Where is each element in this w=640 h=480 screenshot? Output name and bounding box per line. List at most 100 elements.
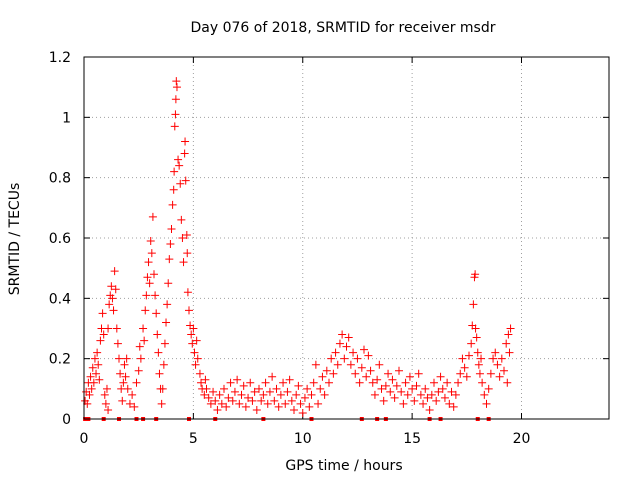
data-point (287, 396, 296, 405)
data-point (101, 399, 110, 408)
data-point (386, 387, 395, 396)
data-point (86, 372, 95, 381)
data-point (220, 384, 228, 393)
x-tick-label: 10 (294, 431, 312, 447)
data-point (329, 369, 338, 378)
data-point (497, 354, 506, 363)
data-point (377, 384, 386, 393)
data-point (443, 378, 452, 387)
data-point (412, 381, 421, 390)
data-point (357, 363, 366, 372)
data-point (384, 369, 393, 378)
data-point (181, 176, 190, 185)
data-point (349, 348, 358, 357)
data-point (338, 330, 347, 339)
data-point (298, 408, 307, 417)
data-point (104, 405, 113, 414)
data-point (150, 270, 158, 279)
data-point (462, 372, 471, 381)
data-point (98, 309, 107, 318)
data-point (118, 396, 127, 405)
data-point (134, 366, 143, 375)
data-point (491, 348, 500, 357)
y-tick-label: 0.6 (49, 231, 71, 247)
data-point (100, 390, 109, 399)
data-point (188, 339, 197, 348)
data-point (333, 360, 342, 369)
data-point (217, 399, 226, 408)
data-point (162, 318, 171, 327)
data-point (172, 83, 181, 92)
data-point (270, 396, 279, 405)
data-point (113, 339, 122, 348)
data-point (141, 306, 150, 315)
data-point (93, 348, 102, 357)
data-point (222, 402, 231, 411)
data-point (172, 77, 181, 86)
data-point (505, 348, 514, 357)
data-point (187, 330, 196, 339)
data-point (235, 399, 244, 408)
data-point (201, 375, 210, 384)
data-point (263, 399, 272, 408)
data-point (83, 399, 92, 408)
x-tick-label: 5 (189, 431, 198, 447)
data-point (144, 258, 153, 267)
data-point (477, 354, 486, 363)
data-point (344, 333, 353, 342)
data-point (257, 396, 266, 405)
y-axis-title: SRMTID / TECUs (7, 183, 23, 296)
data-point (311, 360, 320, 369)
data-point (360, 345, 368, 354)
data-point (182, 230, 191, 239)
data-point (136, 354, 145, 363)
data-point (392, 381, 401, 390)
data-point (480, 390, 489, 399)
data-point (145, 279, 154, 288)
data-point (296, 399, 305, 408)
data-point (320, 390, 329, 399)
data-point (303, 384, 312, 393)
data-point (416, 390, 425, 399)
data-point (355, 378, 364, 387)
data-point (115, 354, 123, 363)
data-point (252, 405, 261, 414)
data-point (432, 396, 441, 405)
data-points (81, 77, 515, 421)
data-point (307, 390, 316, 399)
data-point (300, 393, 309, 402)
data-point (340, 354, 349, 363)
data-point (322, 366, 331, 375)
y-tick-label: 1.2 (49, 50, 71, 66)
data-point (248, 396, 257, 405)
y-tick-label: 0.4 (49, 291, 71, 307)
data-point (206, 399, 215, 408)
data-point (290, 405, 298, 414)
data-point (178, 234, 187, 242)
data-point (215, 390, 224, 399)
data-point (467, 339, 476, 348)
data-point (331, 348, 340, 357)
y-tick-label: 1 (62, 110, 71, 126)
data-point (85, 390, 94, 399)
data-point (430, 378, 438, 387)
data-point (427, 390, 436, 399)
data-point (90, 354, 99, 363)
data-point (342, 342, 351, 351)
data-point (445, 399, 454, 408)
y-tick-label: 0.8 (49, 171, 71, 187)
data-point (110, 267, 119, 276)
data-point (294, 381, 303, 390)
data-point (165, 255, 174, 264)
data-point (147, 249, 156, 258)
x-tick-label: 20 (513, 431, 531, 447)
data-point (190, 348, 199, 357)
data-point (164, 279, 173, 288)
x-tick-label: 0 (80, 431, 89, 447)
data-point (226, 378, 235, 387)
data-point (292, 390, 301, 399)
data-point (92, 369, 101, 378)
data-point (489, 354, 498, 363)
data-point (224, 393, 233, 402)
